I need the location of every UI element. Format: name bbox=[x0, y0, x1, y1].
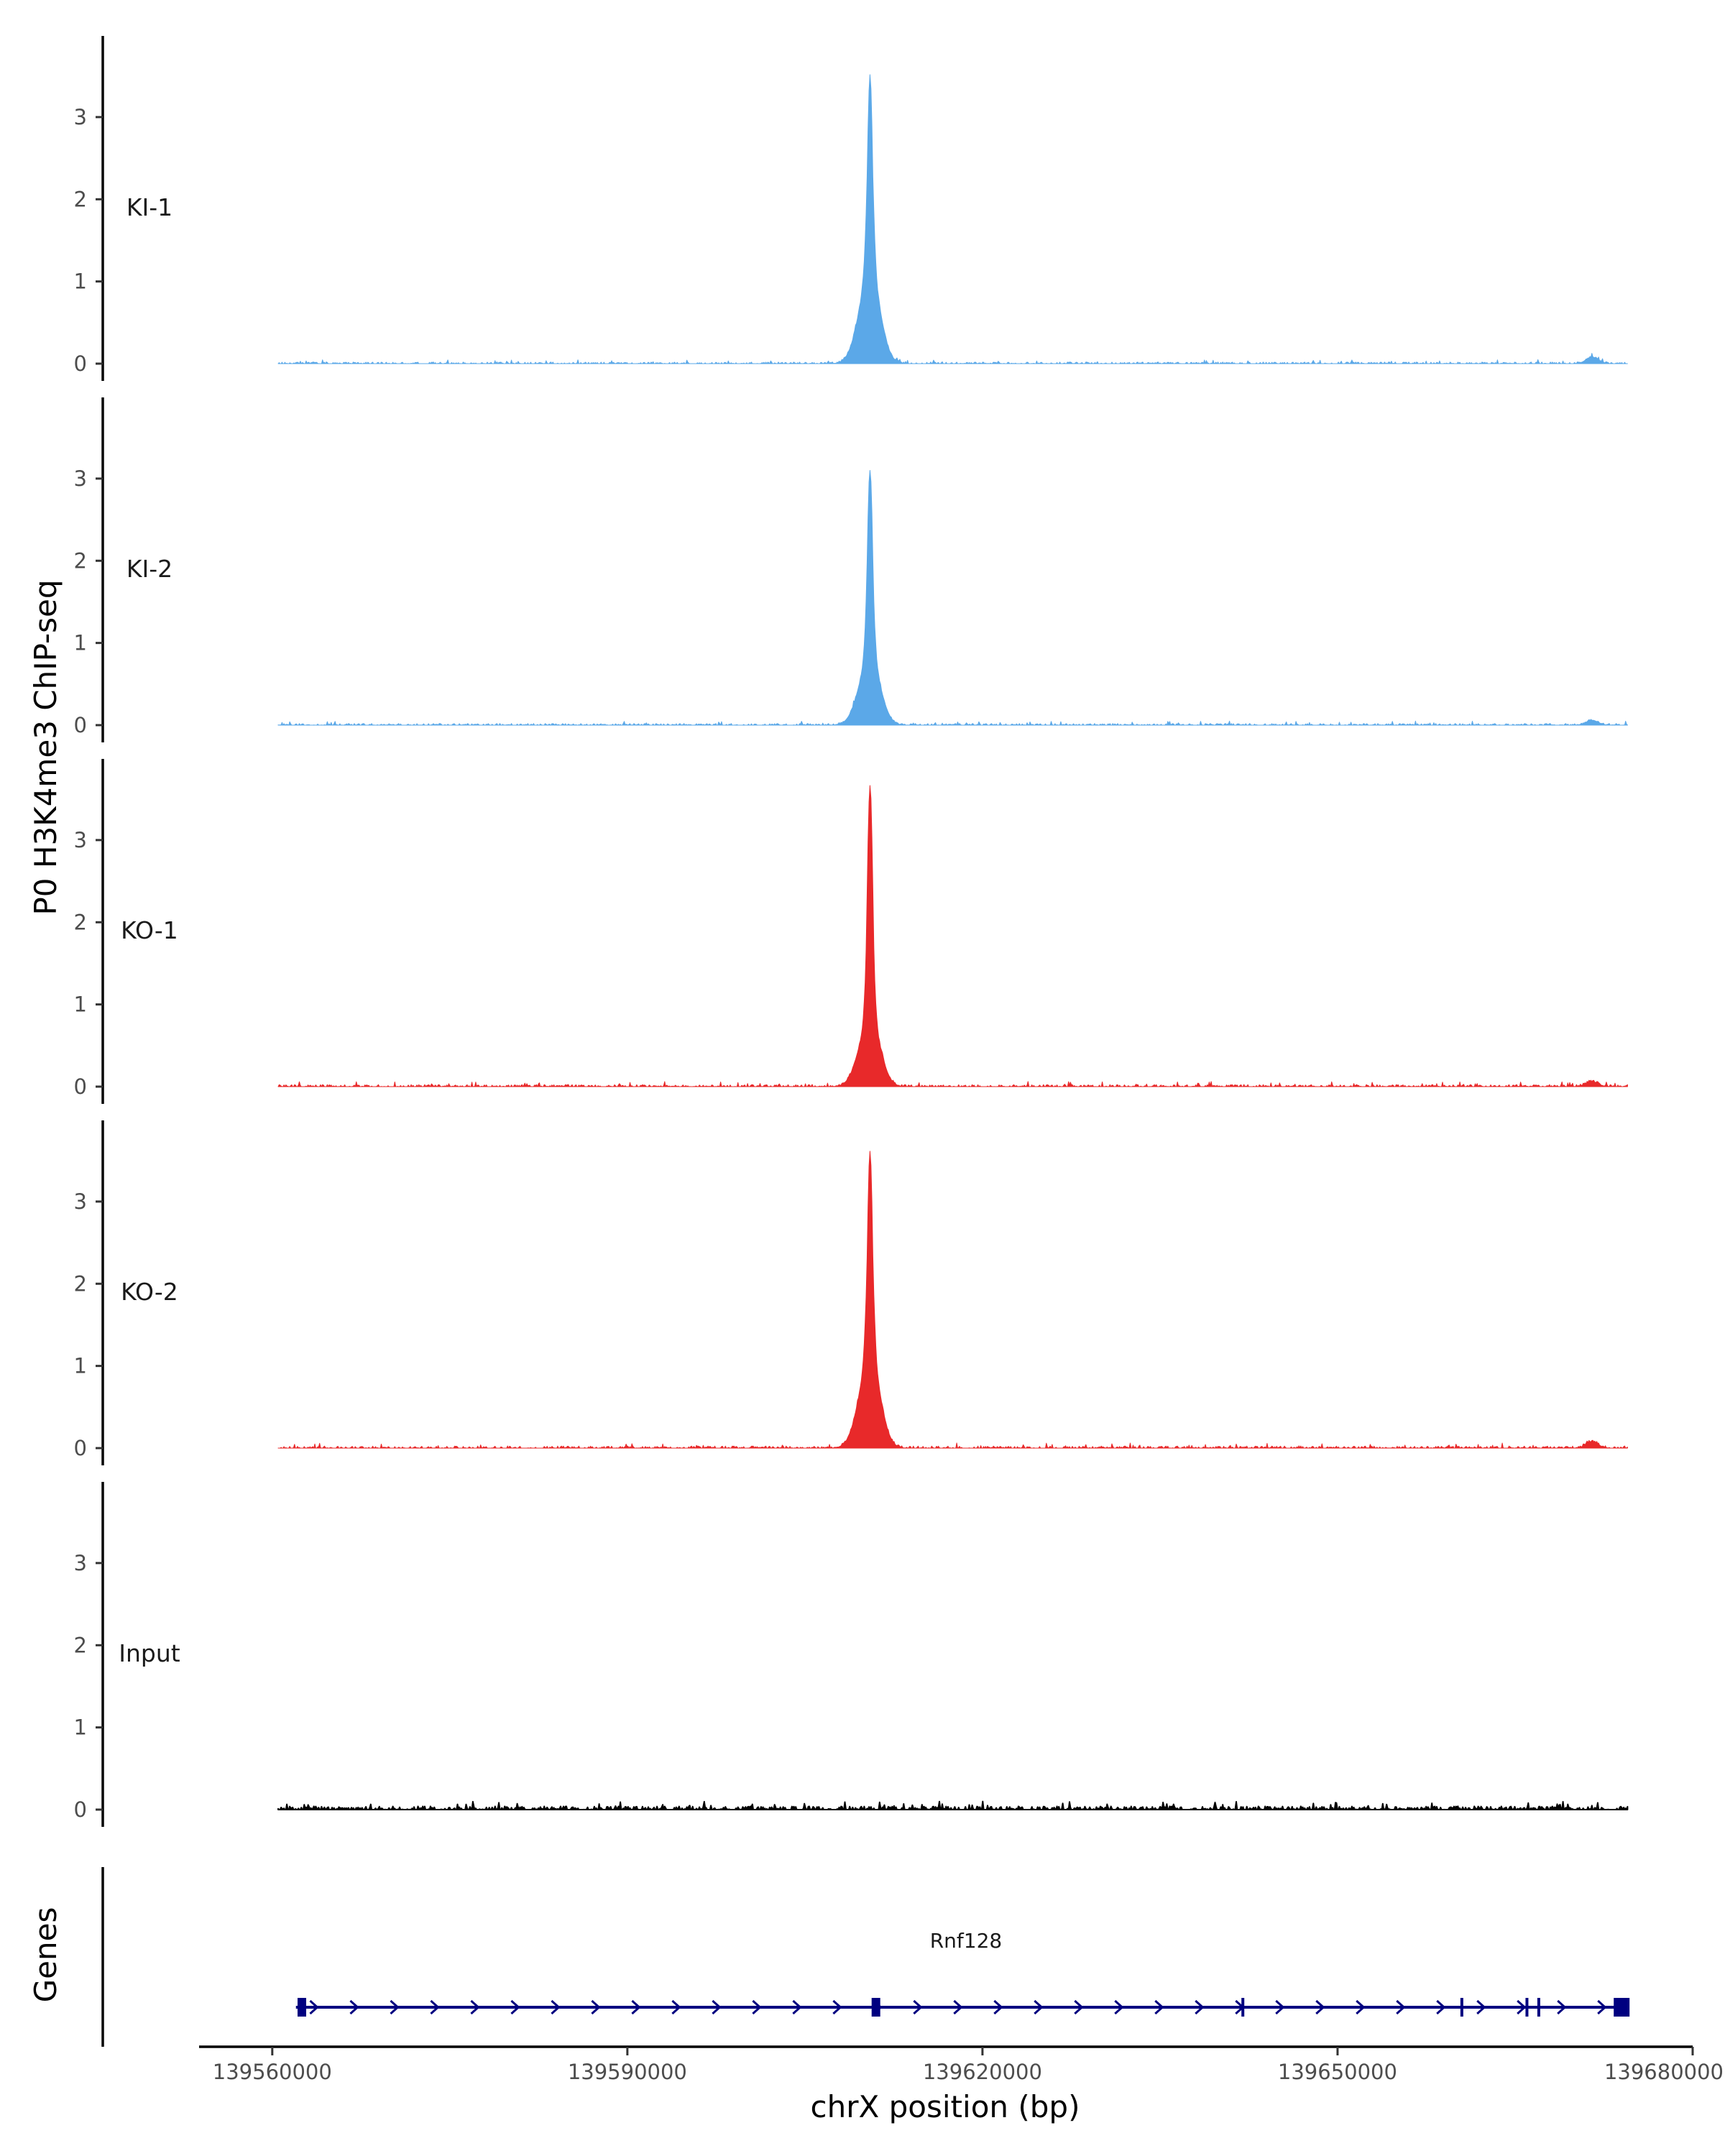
strand-arrow bbox=[430, 1999, 440, 2015]
strand-arrow bbox=[832, 1999, 842, 2015]
strand-arrow bbox=[953, 1999, 963, 2015]
x-tick-label: 139620000 bbox=[923, 2060, 1042, 2084]
exon bbox=[1460, 1998, 1463, 2017]
y-tick-label: 0 bbox=[74, 351, 87, 376]
y-tick-label: 1 bbox=[74, 1354, 87, 1378]
signal-area-ki-2 bbox=[277, 470, 1628, 726]
y-tick-label: 3 bbox=[74, 828, 87, 852]
strand-arrow bbox=[1356, 1999, 1366, 2015]
track-ki-2: 0 1 2 3 KI-2 bbox=[74, 397, 1628, 742]
strand-arrow bbox=[1074, 1999, 1084, 2015]
strand-arrow bbox=[309, 1999, 319, 2015]
y-axis-title: P0 H3K4me3 ChIP-seq bbox=[28, 579, 63, 915]
strand-arrow bbox=[1114, 1999, 1124, 2015]
strand-arrow bbox=[1034, 1999, 1044, 2015]
y-tick-label: 3 bbox=[74, 1551, 87, 1575]
exon bbox=[1614, 1998, 1630, 2017]
strand-arrow bbox=[792, 1999, 802, 2015]
y-tick-label: 3 bbox=[74, 466, 87, 491]
strand-arrow bbox=[510, 1999, 520, 2015]
y-tick-label: 0 bbox=[74, 713, 87, 737]
signal-area-ko-1 bbox=[277, 785, 1628, 1087]
genes-axis-title: Genes bbox=[28, 1907, 63, 2003]
track-label: KI-2 bbox=[126, 555, 172, 583]
strand-arrow bbox=[1476, 1999, 1486, 2015]
x-tick-label: 139650000 bbox=[1278, 2060, 1397, 2084]
strand-arrow bbox=[752, 1999, 762, 2015]
y-tick-label: 2 bbox=[74, 548, 87, 573]
strand-arrow bbox=[993, 1999, 1003, 2015]
strand-arrow bbox=[1436, 1999, 1446, 2015]
x-axis-title: chrX position (bp) bbox=[811, 2089, 1080, 2124]
exon bbox=[1241, 1998, 1245, 2017]
x-tick-label: 139590000 bbox=[568, 2060, 687, 2084]
signal-area-ki-1 bbox=[277, 74, 1628, 364]
y-tick-label: 2 bbox=[74, 910, 87, 934]
signal-area-input bbox=[277, 1800, 1629, 1810]
gene-name-label: Rnf128 bbox=[930, 1929, 1003, 1953]
track-ko-2: 0 1 2 3 KO-2 bbox=[74, 1120, 1628, 1465]
track-label: KI-1 bbox=[126, 193, 172, 221]
exon bbox=[1525, 1998, 1529, 2017]
tracks-group: 0 1 2 3 KI-1 0 1 2 3 KI-2 0 1 2 3 KO-1 0 1 2 3 KO-2 0 1 2 3 Inpu… bbox=[74, 36, 1629, 1827]
x-tick-label: 139560000 bbox=[213, 2060, 332, 2084]
strand-arrow bbox=[913, 1999, 923, 2015]
track-input: 0 1 2 3 Input bbox=[74, 1482, 1629, 1827]
exon bbox=[1537, 1998, 1540, 2017]
track-ko-1: 0 1 2 3 KO-1 bbox=[74, 759, 1628, 1104]
y-tick-label: 2 bbox=[74, 1633, 87, 1657]
genes-panel: Rnf128 bbox=[101, 1867, 1630, 2047]
strand-arrow bbox=[631, 1999, 641, 2015]
y-tick-label: 1 bbox=[74, 631, 87, 655]
y-tick-label: 3 bbox=[74, 1189, 87, 1214]
strand-arrow bbox=[1396, 1999, 1406, 2015]
y-tick-label: 2 bbox=[74, 1271, 87, 1296]
x-tick-label: 139680000 bbox=[1604, 2060, 1724, 2084]
signal-area-ko-2 bbox=[277, 1151, 1628, 1449]
y-tick-label: 3 bbox=[74, 105, 87, 129]
track-label: Input bbox=[119, 1639, 180, 1667]
y-tick-label: 0 bbox=[74, 1797, 87, 1822]
strand-arrow bbox=[551, 1999, 561, 2015]
strand-arrow bbox=[349, 1999, 359, 2015]
exon bbox=[297, 1998, 306, 2017]
track-label: KO-1 bbox=[121, 916, 178, 944]
strand-arrow bbox=[1517, 1999, 1527, 2015]
track-ki-1: 0 1 2 3 KI-1 bbox=[74, 36, 1628, 381]
strand-arrow bbox=[470, 1999, 480, 2015]
strand-arrow bbox=[671, 1999, 681, 2015]
strand-arrow bbox=[591, 1999, 601, 2015]
strand-arrow bbox=[1597, 1999, 1607, 2015]
strand-arrow bbox=[390, 1999, 400, 2015]
y-tick-label: 1 bbox=[74, 270, 87, 294]
strand-arrow bbox=[1275, 1999, 1285, 2015]
y-tick-label: 0 bbox=[74, 1074, 87, 1099]
track-label: KO-2 bbox=[121, 1278, 178, 1306]
strand-arrow bbox=[1315, 1999, 1325, 2015]
y-tick-label: 2 bbox=[74, 187, 87, 211]
y-tick-label: 0 bbox=[74, 1436, 87, 1460]
strand-arrow bbox=[1557, 1999, 1567, 2015]
strand-arrow bbox=[1154, 1999, 1164, 2015]
y-tick-label: 1 bbox=[74, 1715, 87, 1740]
y-tick-label: 1 bbox=[74, 992, 87, 1017]
strand-arrow bbox=[1195, 1999, 1205, 2015]
exon bbox=[871, 1998, 880, 2017]
x-axis: 139560000 139590000 139620000 139650000 1396… bbox=[199, 2045, 1724, 2084]
strand-arrow bbox=[712, 1999, 722, 2015]
